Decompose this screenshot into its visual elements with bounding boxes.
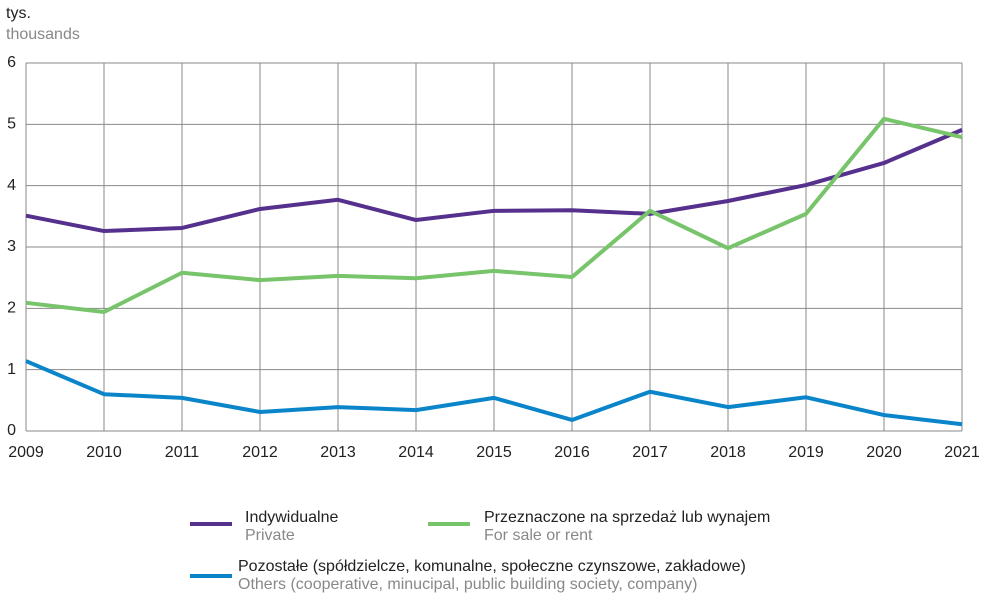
y-axis-label: tys. xyxy=(6,5,31,22)
x-tick-label: 2009 xyxy=(8,444,44,461)
x-tick-label: 2012 xyxy=(242,444,278,461)
legend-label: Indywidualne xyxy=(245,509,339,526)
x-tick-label: 2020 xyxy=(866,444,902,461)
y-tick-label: 0 xyxy=(7,422,16,439)
x-tick-label: 2019 xyxy=(788,444,824,461)
y-tick-label: 3 xyxy=(7,238,16,255)
legend-label: Pozostałe (spółdzielcze, komunalne, społ… xyxy=(238,558,746,575)
series-line xyxy=(25,359,963,427)
x-tick-label: 2018 xyxy=(710,444,746,461)
series-line xyxy=(25,128,963,234)
x-tick-label: 2011 xyxy=(165,444,200,461)
y-tick-label: 1 xyxy=(7,361,16,378)
y-tick-label: 6 xyxy=(7,54,16,71)
x-tick-label: 2017 xyxy=(632,444,668,461)
x-tick-label: 2021 xyxy=(944,444,980,461)
y-tick-label: 5 xyxy=(7,116,16,133)
series-line xyxy=(25,116,963,315)
y-tick-label: 2 xyxy=(7,300,16,317)
legend-label: Przeznaczone na sprzedaż lub wynajem xyxy=(484,509,770,526)
y-tick-label: 4 xyxy=(7,177,16,194)
y-axis-label-en: thousands xyxy=(6,26,80,43)
legend-label-en: Private xyxy=(245,527,295,544)
x-tick-label: 2016 xyxy=(554,444,590,461)
x-tick-label: 2010 xyxy=(86,444,122,461)
x-tick-label: 2013 xyxy=(320,444,356,461)
legend-label-en: Others (cooperative, minucipal, public b… xyxy=(238,576,697,593)
x-tick-label: 2014 xyxy=(398,444,434,461)
x-tick-label: 2015 xyxy=(476,444,512,461)
legend-label-en: For sale or rent xyxy=(484,527,593,544)
